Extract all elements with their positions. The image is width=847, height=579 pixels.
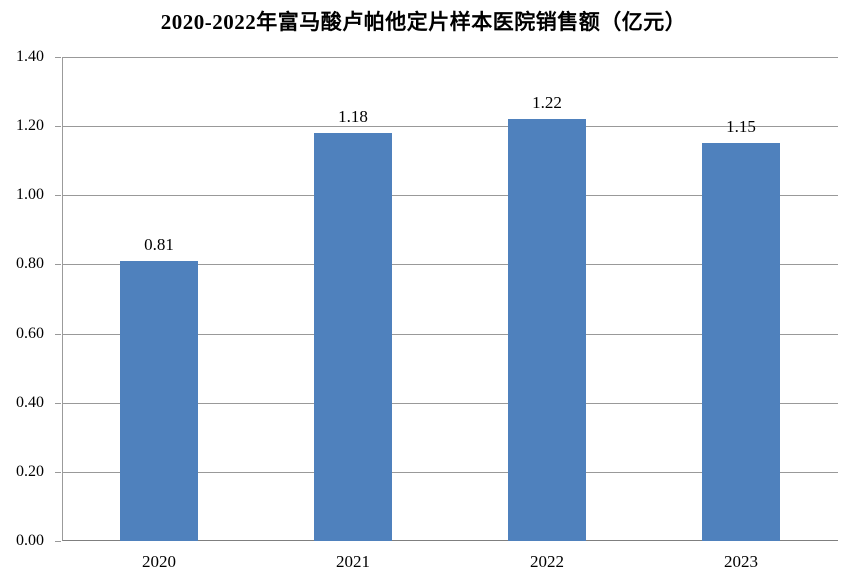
gridline [63, 334, 838, 335]
gridline [63, 126, 838, 127]
gridline [63, 264, 838, 265]
y-axis-tick-mark [55, 541, 61, 542]
y-axis-tick-label: 1.20 [16, 117, 44, 134]
data-label-2020: 0.81 [144, 235, 174, 254]
y-axis-tick-label: 0.20 [16, 463, 44, 480]
x-axis-label-2020: 2020 [142, 552, 176, 571]
y-axis-tick-label: 0.40 [16, 394, 44, 411]
x-axis-label-2023: 2023 [724, 552, 758, 571]
y-axis-tick-mark [55, 126, 61, 127]
gridline [63, 472, 838, 473]
x-axis-label-2021: 2021 [336, 552, 370, 571]
data-label-2022: 1.22 [532, 93, 562, 112]
gridline [63, 403, 838, 404]
y-axis-tick-label: 0.80 [16, 255, 44, 272]
y-axis-tick-mark [55, 403, 61, 404]
x-axis-label-2022: 2022 [530, 552, 564, 571]
bar-2023 [702, 143, 780, 541]
gridline [63, 57, 838, 58]
y-axis-tick-label: 0.60 [16, 325, 44, 342]
data-label-2023: 1.15 [726, 117, 756, 136]
bar-2020 [120, 261, 198, 541]
y-axis-tick-label: 0.00 [16, 532, 44, 549]
chart-title: 2020-2022年富马酸卢帕他定片样本医院销售额（亿元） [160, 10, 687, 34]
y-axis-tick-label: 1.00 [16, 186, 44, 203]
y-axis-tick-mark [55, 57, 61, 58]
y-axis-tick-mark [55, 195, 61, 196]
plot-area [62, 57, 838, 541]
y-axis-tick-mark [55, 334, 61, 335]
y-axis-tick-mark [55, 264, 61, 265]
bar-2021 [314, 133, 392, 541]
y-axis-tick-label: 1.40 [16, 48, 44, 65]
gridline [63, 195, 838, 196]
bar-2022 [508, 119, 586, 541]
data-label-2021: 1.18 [338, 107, 368, 126]
y-axis-tick-mark [55, 472, 61, 473]
